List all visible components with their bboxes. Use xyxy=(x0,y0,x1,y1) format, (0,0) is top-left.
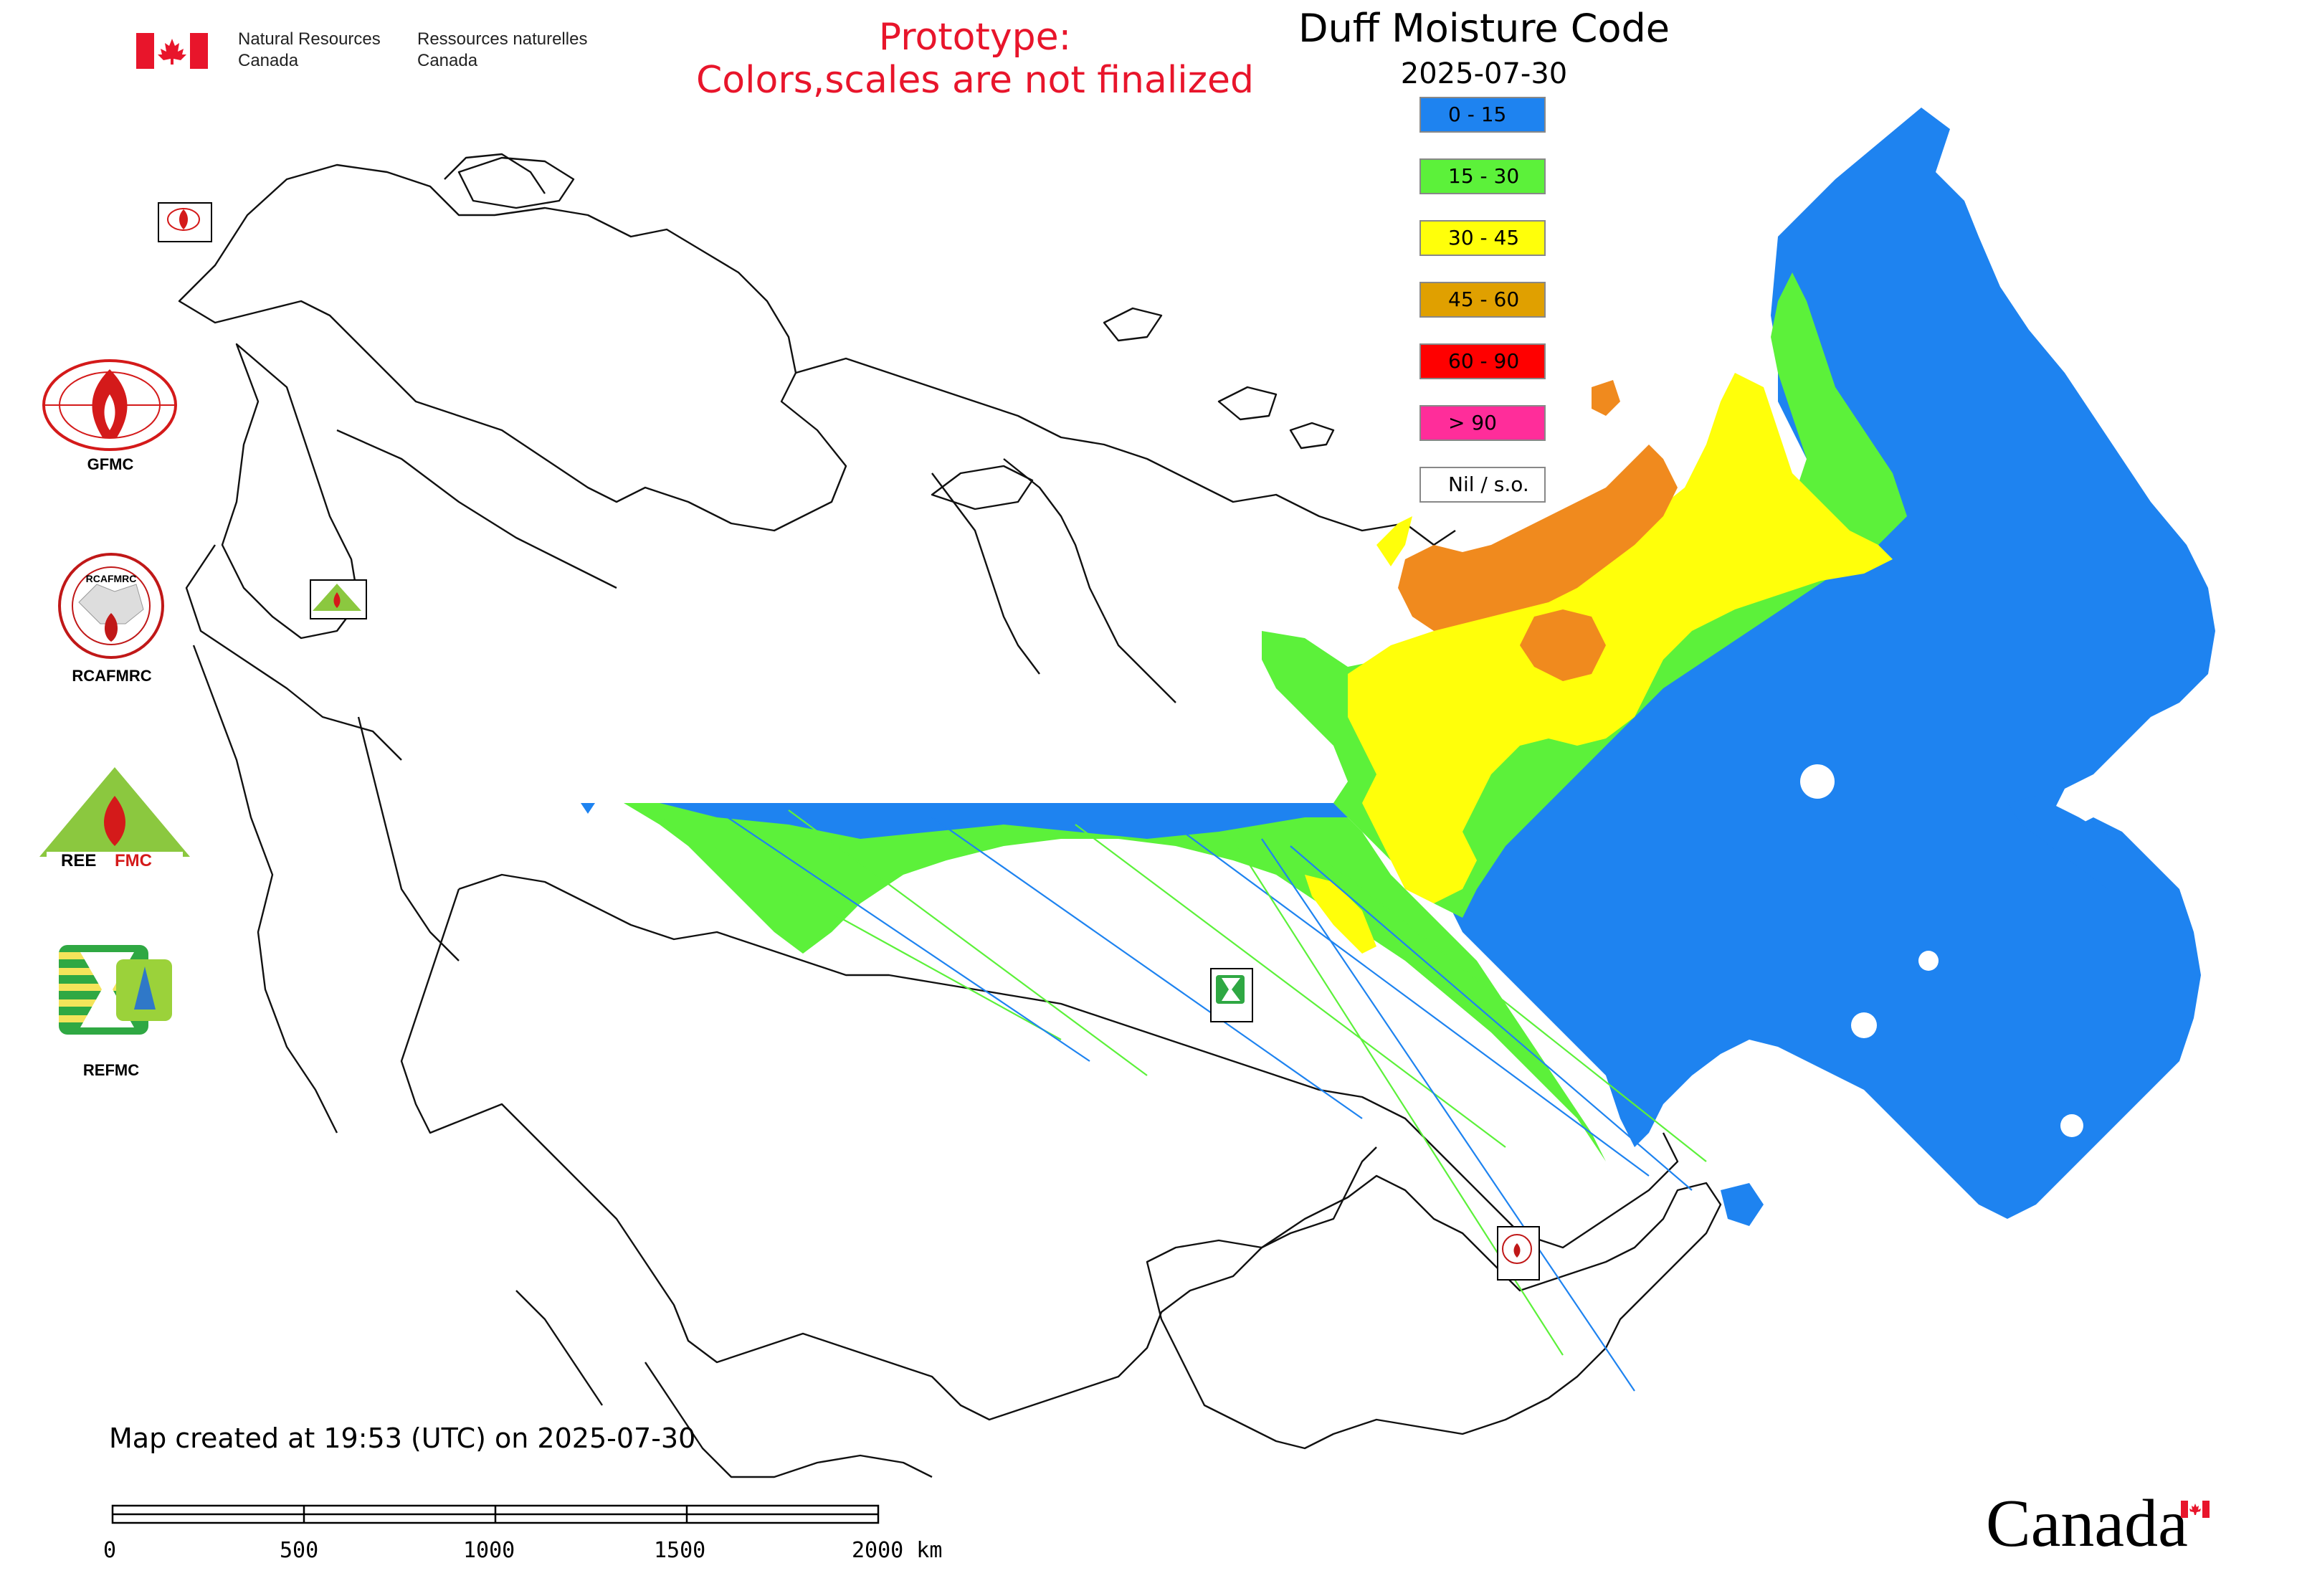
dmc-zone-45-60-islands xyxy=(1592,380,1620,416)
dmc-zone-15-30-west xyxy=(624,803,1606,1162)
map-created-timestamp: Map created at 19:53 (UTC) on 2025-07-30 xyxy=(109,1422,696,1454)
legend-item-45-60: 45 - 60 xyxy=(1419,282,1546,318)
prototype-notice: Prototype: Colors,scales are not finaliz… xyxy=(645,16,1305,102)
dmc-zone-30-45-diag xyxy=(1305,875,1376,954)
prototype-line2: Colors,scales are not finalized xyxy=(695,59,1255,102)
scale-tick-2000-km: 2000 km xyxy=(852,1538,943,1563)
dmc-zone-45-60 xyxy=(1398,445,1678,631)
gfmc-logo xyxy=(42,358,178,452)
legend-label: > 90 xyxy=(1448,411,1497,434)
gfmc-map-marker[interactable] xyxy=(158,202,212,242)
legend-label: 60 - 90 xyxy=(1448,349,1520,373)
wordmark-flag-icon xyxy=(2181,1501,2210,1518)
legend: 0 - 15 15 - 30 30 - 45 45 - 60 60 - 90 >… xyxy=(1419,97,1549,513)
refmc-map-marker[interactable] xyxy=(1210,968,1253,1022)
dmc-zone-0-15-sakhalin xyxy=(1721,1183,1764,1226)
dmc-zone-0-15 xyxy=(1448,108,2215,1219)
canada-wordmark: Canada xyxy=(1986,1488,2230,1567)
legend-label: 15 - 30 xyxy=(1448,164,1520,188)
dmc-zone-30-45-peninsula xyxy=(1376,516,1412,566)
reefmc-logo: REE FMC xyxy=(39,767,190,871)
legend-label: 45 - 60 xyxy=(1448,288,1520,311)
scale-tick-1000: 1000 xyxy=(463,1538,515,1563)
map-date: 2025-07-30 xyxy=(1400,57,1568,90)
legend-item-0-15: 0 - 15 xyxy=(1419,97,1546,133)
dmc-raster xyxy=(581,108,2215,1226)
dmc-zone-0-15-west xyxy=(581,803,595,814)
gov-en-line1: Natural Resources xyxy=(238,29,381,49)
dmc-zone-0-15-streaks xyxy=(660,803,1348,839)
scale-bar xyxy=(111,1504,880,1524)
prototype-line1: Prototype: xyxy=(878,16,1072,59)
gov-fr-line1: Ressources naturelles xyxy=(417,29,588,49)
canada-wordmark-text: Canada xyxy=(1986,1486,2188,1561)
gov-fr-line2: Canada xyxy=(417,51,478,70)
legend-label: 30 - 45 xyxy=(1448,226,1520,250)
rcafmrc-label: RCAFMRC xyxy=(72,667,152,685)
legend-item-15-30: 15 - 30 xyxy=(1419,158,1546,194)
gfmc-label: GFMC xyxy=(87,455,134,473)
gov-signature-en: Natural Resources Canada xyxy=(238,29,410,72)
gov-signature-fr: Ressources naturelles Canada xyxy=(417,29,618,72)
dmc-zone-45-60-blob xyxy=(1520,609,1606,681)
map-title: Duff Moisture Code xyxy=(1298,6,1670,51)
legend-item-60-90: 60 - 90 xyxy=(1419,343,1546,379)
scale-tick-0: 0 xyxy=(103,1538,117,1563)
refmc-logo xyxy=(59,945,173,1035)
dmc-streak-lines xyxy=(645,809,1707,1392)
svg-text:REE: REE xyxy=(61,851,96,870)
reefmc-map-marker[interactable] xyxy=(310,579,367,619)
svg-text:FMC: FMC xyxy=(115,851,152,870)
scale-tick-500: 500 xyxy=(280,1538,319,1563)
rcafmrc-logo: RCAFMRC xyxy=(57,552,165,660)
dmc-zone-30-45 xyxy=(1348,373,1893,903)
legend-label: Nil / s.o. xyxy=(1448,472,1529,496)
legend-label: 0 - 15 xyxy=(1448,103,1507,126)
canada-flag-icon xyxy=(136,33,208,69)
dmc-zone-0-15-kamchatka xyxy=(2007,796,2179,932)
legend-item-30-45: 30 - 45 xyxy=(1419,220,1546,256)
scale-tick-1500: 1500 xyxy=(654,1538,706,1563)
rcafmrc-ring-text: RCAFMRC xyxy=(86,573,137,584)
refmc-label: REFMC xyxy=(82,1061,140,1079)
legend-item-nil: Nil / s.o. xyxy=(1419,467,1546,503)
gov-en-line2: Canada xyxy=(238,51,299,70)
rcafmrc-map-marker[interactable] xyxy=(1497,1226,1540,1281)
legend-item-over-90: > 90 xyxy=(1419,405,1546,441)
